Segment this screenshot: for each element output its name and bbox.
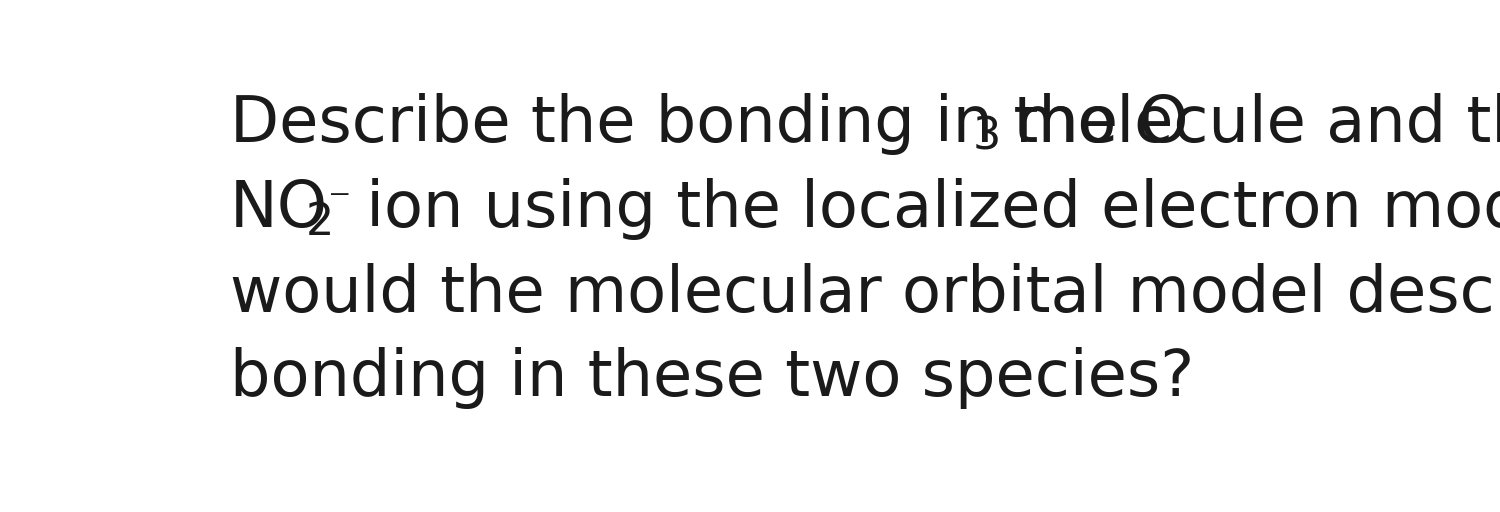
Text: bonding in these two species?: bonding in these two species?	[230, 347, 1194, 410]
Text: ⁻: ⁻	[328, 182, 351, 225]
Text: would the molecular orbital model describe the pi: would the molecular orbital model descri…	[230, 263, 1500, 325]
Text: NO: NO	[230, 178, 328, 240]
Text: ion using the localized electron model. How: ion using the localized electron model. …	[346, 178, 1500, 240]
Text: molecule and the: molecule and the	[994, 93, 1500, 155]
Text: 3: 3	[974, 116, 1002, 159]
Text: 2: 2	[306, 201, 334, 244]
Text: Describe the bonding in the O: Describe the bonding in the O	[230, 93, 1188, 155]
